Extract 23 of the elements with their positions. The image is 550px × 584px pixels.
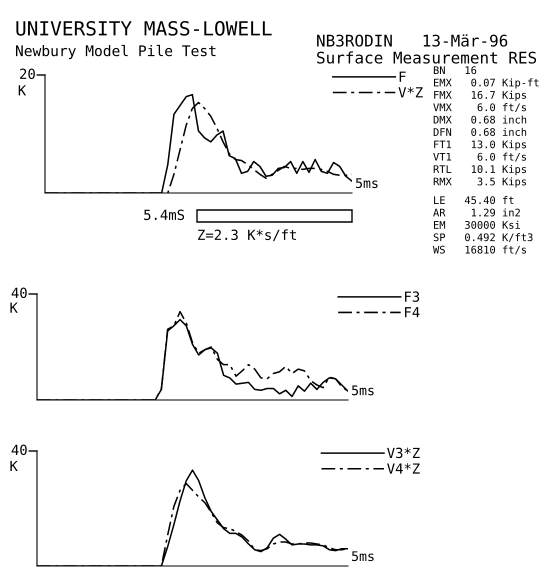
legend-label: V3*Z: [387, 448, 420, 458]
chart-title: UNIVERSITY MASS-LOWELL: [16, 20, 272, 36]
text: Surface Measurement RES: [317, 51, 536, 64]
text: K: [10, 460, 18, 471]
legend-label: F: [400, 72, 406, 82]
text: 5ms: [356, 178, 378, 188]
text: BN 16 EMX 0.07 Kip-ft FMX 16.7 Kips VMX 6.0 ft/s DMX 0.68 inch DFN 0.68 inch FT1 13.0 Kips VT1 6.0 ft/s RTL 10.1 Kips RMX 3.5 Kips: [433, 66, 539, 188]
legend-label: F4: [405, 307, 420, 318]
text: Z=2.3 K*s/ft: [198, 229, 296, 242]
text: 40: [12, 444, 27, 456]
text: 20: [20, 68, 35, 80]
chart-subtitle: Newbury Model Pile Test: [16, 44, 216, 60]
text: 5ms: [352, 551, 374, 562]
text: 5.4mS: [144, 210, 184, 220]
legend-label: V*Z: [398, 87, 423, 98]
text: K: [18, 85, 26, 96]
text: LE 45.40 ft AR 1.29 in2 EM 30000 Ksi SP 0.492 K/ft3 WS 16810 ft/s: [433, 196, 533, 254]
legend-label: F3: [405, 291, 420, 302]
text: 5ms: [352, 386, 374, 396]
text: NB3RODIN 13-Mär-96: [317, 34, 508, 47]
legend-label: V4*Z: [387, 463, 420, 474]
text: 40: [12, 288, 27, 298]
text: K: [10, 302, 18, 313]
